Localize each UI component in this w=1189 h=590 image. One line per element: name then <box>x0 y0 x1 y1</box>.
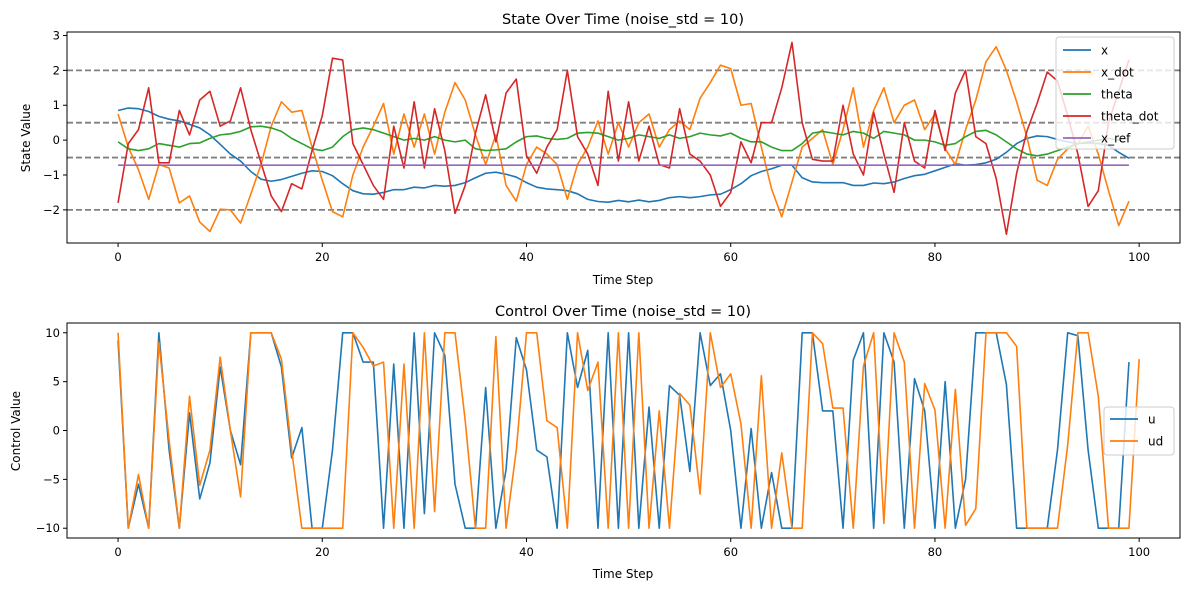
control-series-lines <box>117 331 1140 530</box>
control-x-ticks: 0 20 40 60 80 100 <box>114 538 1150 559</box>
y-tick-label: −2 <box>43 203 60 217</box>
state-series-lines <box>117 41 1130 236</box>
y-tick-label: −1 <box>43 168 60 182</box>
y-tick-label: −5 <box>43 472 60 486</box>
x-tick-label: 80 <box>928 545 943 559</box>
state-x-axis-label: Time Step <box>592 273 654 287</box>
legend-label-ud: ud <box>1148 435 1163 449</box>
y-tick-label: 3 <box>53 28 60 42</box>
x-tick-label: 20 <box>315 250 330 264</box>
state-x-ticks: 0 20 40 60 80 100 <box>114 243 1150 264</box>
legend-label-x-dot: x_dot <box>1101 66 1134 80</box>
legend-label-u: u <box>1148 413 1156 427</box>
state-y-ticks: −2 −1 0 1 2 3 <box>43 28 67 217</box>
x-tick-label: 100 <box>1128 545 1150 559</box>
series-line-theta-dot <box>117 41 1130 236</box>
y-tick-label: 10 <box>45 326 60 340</box>
series-line-ud <box>117 331 1140 530</box>
x-tick-label: 100 <box>1128 250 1150 264</box>
state-panel: 0 20 40 60 80 100 −2 −1 0 1 2 3 State Over Time (n… <box>19 12 1181 287</box>
control-panel: 0 20 40 60 80 100 −10 −5 0 5 10 Control Over Time… <box>9 304 1181 581</box>
x-tick-label: 20 <box>315 545 330 559</box>
legend-label-x-ref: x_ref <box>1101 132 1131 146</box>
state-legend: x x_dot theta theta_dot x_ref <box>1055 36 1175 150</box>
y-tick-label: 0 <box>53 424 60 438</box>
x-tick-label: 80 <box>928 250 943 264</box>
x-tick-label: 40 <box>519 250 534 264</box>
y-tick-label: 0 <box>53 133 60 147</box>
x-tick-label: 0 <box>114 250 121 264</box>
series-line-theta <box>117 125 1130 157</box>
control-y-axis-label: Control Value <box>9 391 23 471</box>
x-tick-label: 60 <box>723 545 738 559</box>
control-chart-title: Control Over Time (noise_std = 10) <box>495 304 751 320</box>
control-y-ticks: −10 −5 0 5 10 <box>36 326 67 535</box>
threshold-lines <box>67 69 1180 211</box>
control-x-axis-label: Time Step <box>592 567 654 581</box>
y-tick-label: 1 <box>53 98 60 112</box>
x-tick-label: 0 <box>114 545 121 559</box>
state-legend-box <box>1055 36 1175 150</box>
y-tick-label: 2 <box>53 63 60 77</box>
state-chart-title: State Over Time (noise_std = 10) <box>502 12 744 28</box>
x-tick-label: 60 <box>723 250 738 264</box>
y-tick-label: −10 <box>36 521 60 535</box>
state-plot-frame <box>66 31 1181 244</box>
x-tick-label: 40 <box>519 545 534 559</box>
control-legend: u ud <box>1103 406 1175 456</box>
legend-label-theta-dot: theta_dot <box>1101 110 1159 124</box>
y-tick-label: 5 <box>53 375 60 389</box>
state-y-axis-label: State Value <box>19 104 33 173</box>
control-legend-box <box>1103 406 1175 456</box>
legend-label-x: x <box>1101 44 1108 58</box>
legend-label-theta: theta <box>1101 88 1133 102</box>
